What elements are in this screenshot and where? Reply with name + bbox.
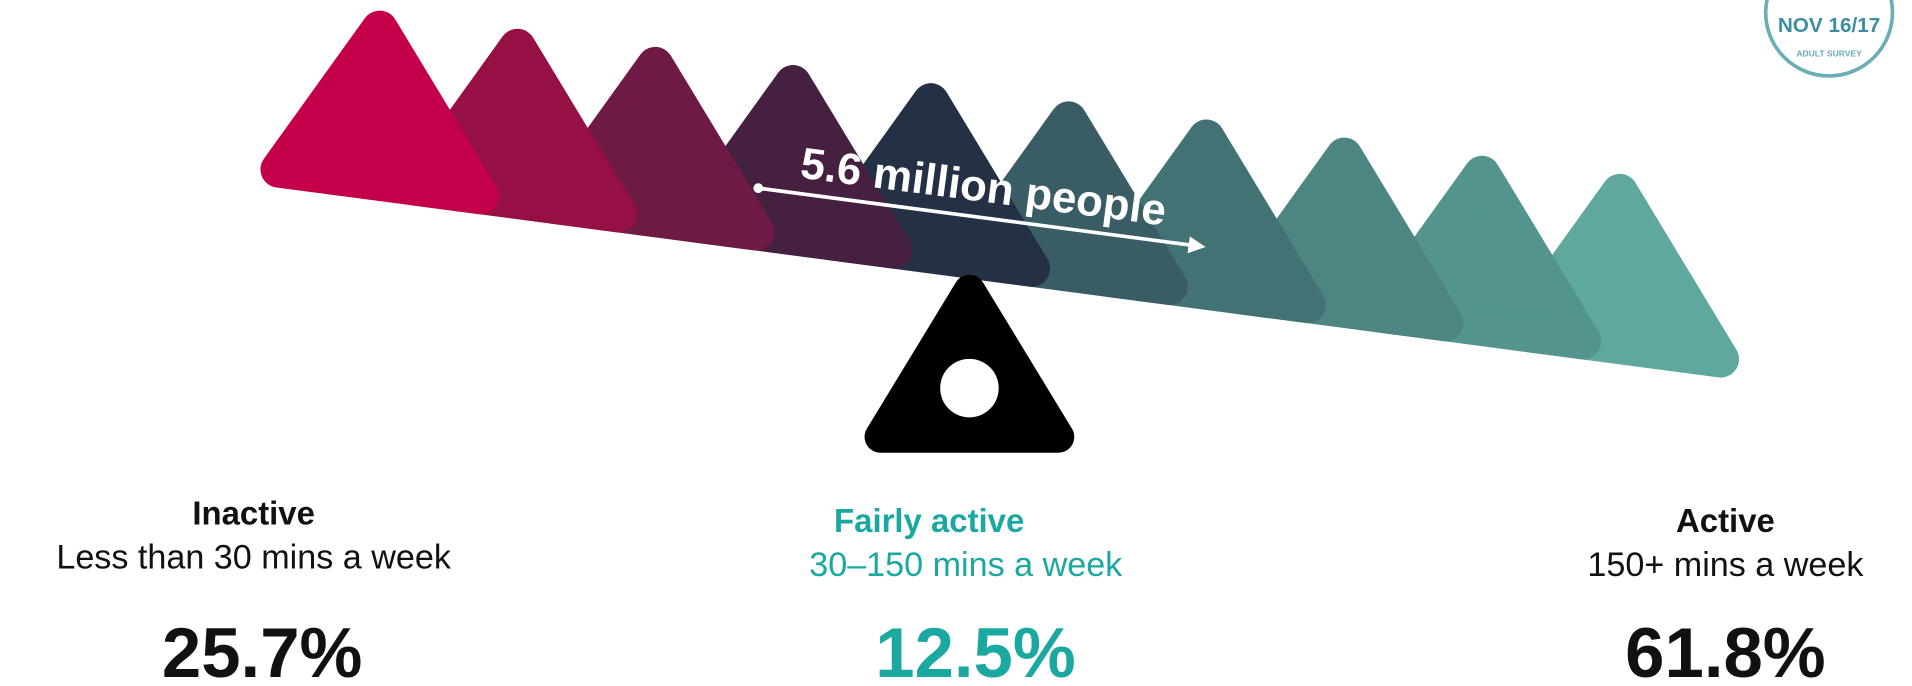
arrow-head	[1187, 236, 1206, 254]
group-percent: 61.8%	[1625, 613, 1826, 686]
badge-caption: ADULT SURVEY	[1796, 48, 1862, 58]
group-label: Active	[1676, 502, 1775, 539]
fulcrum-hole	[940, 358, 999, 418]
group-label: Fairly active	[834, 502, 1024, 539]
fairly-active-group: Fairly active 30–150 mins a week 12.5%	[809, 502, 1123, 686]
badge-date: NOV 16/17	[1778, 14, 1881, 37]
group-percent: 12.5%	[875, 613, 1076, 686]
active-group: Active 150+ mins a week 61.8%	[1587, 502, 1864, 686]
arrow-line	[758, 186, 1198, 248]
group-description: 30–150 mins a week	[809, 546, 1123, 584]
inactive-group: Inactive Less than 30 mins a week 25.7%	[56, 495, 451, 686]
beam-triangle	[260, 10, 499, 215]
group-description: 150+ mins a week	[1587, 546, 1864, 584]
arrow-tail	[753, 183, 764, 194]
group-description: Less than 30 mins a week	[56, 539, 451, 577]
group-percent: 25.7%	[162, 613, 363, 686]
group-label: Inactive	[192, 495, 315, 532]
seesaw-beam	[260, 10, 1740, 378]
badge-ring	[1763, 0, 1895, 78]
badge: NOV 16/17 ADULT SURVEY	[1763, 0, 1895, 78]
